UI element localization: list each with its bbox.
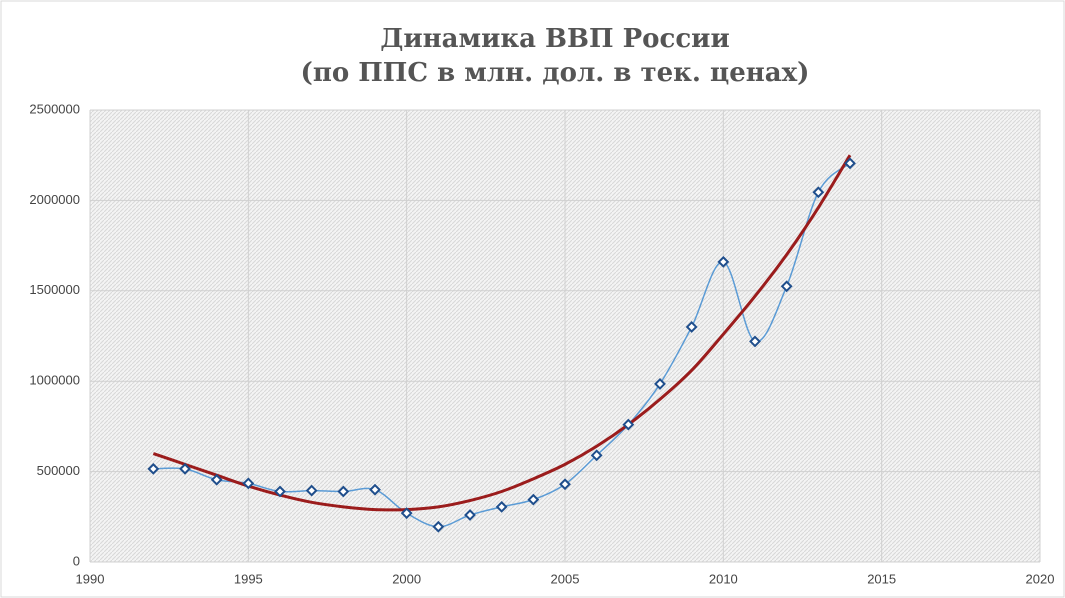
marker [780, 280, 793, 293]
y-tick-label: 2500000 [29, 101, 80, 116]
marker [559, 478, 571, 491]
x-tick-label: 2020 [1026, 571, 1055, 586]
marker [844, 157, 856, 170]
marker [622, 418, 635, 431]
marker [432, 520, 445, 533]
marker [369, 483, 381, 496]
x-tick-label: 2000 [392, 571, 421, 586]
marker [749, 335, 761, 348]
y-tick-label: 1500000 [29, 282, 80, 297]
x-tick-label: 2010 [709, 571, 738, 586]
chart-subtitle: (по ППС в млн. дол. в тек. ценах) [301, 58, 810, 88]
marker [685, 321, 698, 333]
y-tick-label: 0 [73, 553, 80, 568]
marker [179, 462, 191, 475]
marker [147, 462, 160, 475]
marker [812, 186, 825, 199]
marker [337, 485, 350, 498]
marker [274, 485, 286, 498]
marker [527, 493, 540, 506]
series-line [152, 154, 852, 512]
x-tick-label: 1990 [76, 571, 105, 586]
marker [464, 509, 476, 521]
y-tick-label: 2000000 [29, 192, 80, 207]
y-tick-label: 500000 [37, 463, 80, 478]
x-tick-label: 1995 [234, 571, 263, 586]
marker [495, 500, 508, 513]
x-tick-label: 2015 [867, 571, 896, 586]
marker [590, 449, 603, 462]
marker [242, 477, 255, 490]
marker [717, 255, 730, 268]
y-tick-label: 1000000 [29, 373, 80, 388]
marker [305, 484, 318, 497]
marker [654, 377, 666, 390]
x-tick-label: 2005 [551, 571, 580, 586]
chart-title: Динамика ВВП России [380, 24, 730, 54]
marker [210, 473, 223, 486]
marker [400, 507, 413, 520]
